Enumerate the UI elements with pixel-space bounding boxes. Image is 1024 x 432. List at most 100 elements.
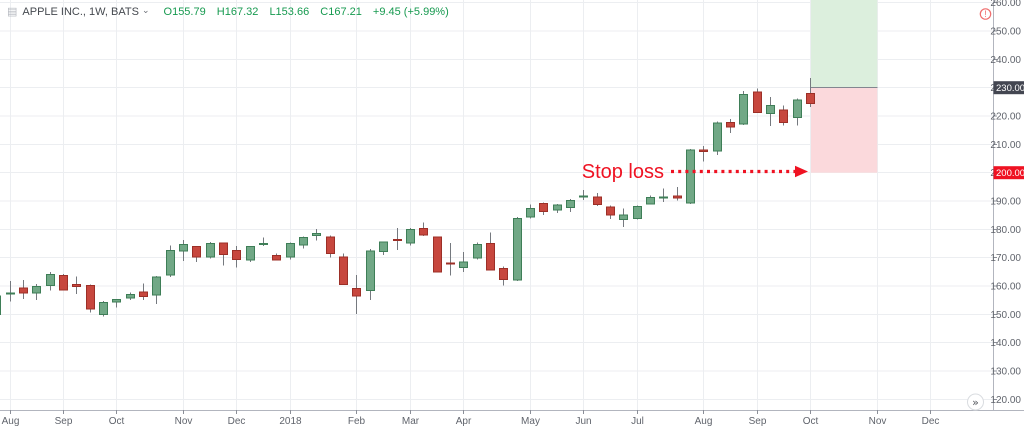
candle-body [192, 246, 201, 258]
stop-price-axis-label: 200.00 [993, 166, 1024, 180]
candle [299, 236, 308, 249]
price-tick-label: 120.00 [990, 395, 1021, 406]
price-axis[interactable]: 260.00 250.00 240.00 230.00 220.00 210.00 200.… [990, 0, 1021, 410]
candle [72, 276, 81, 295]
candle [312, 229, 321, 241]
candle-body [246, 246, 255, 261]
candle [486, 232, 495, 271]
candle [806, 77, 815, 107]
candle-body [459, 261, 468, 268]
candle-body [393, 239, 402, 242]
ohlc-values: O155.79 H167.32 L153.66 C167.21 +9.45 (+… [164, 6, 457, 18]
candle-body [513, 218, 522, 281]
close-value: C167.21 [320, 5, 362, 18]
price-tick-label: 210.00 [990, 140, 1021, 151]
candle [46, 272, 55, 291]
symbol-button[interactable]: APPLE INC., 1W, BATS ⌄ [22, 5, 149, 18]
candle [566, 198, 575, 212]
candle-body [272, 254, 281, 261]
candle-body [86, 285, 95, 310]
candle [259, 237, 268, 246]
candle-body [446, 262, 455, 265]
time-tick-label: Jun [575, 416, 591, 427]
scroll-to-recent-button[interactable]: » [967, 393, 984, 411]
candle-body [112, 298, 121, 303]
time-tick-label: Oct [109, 416, 125, 427]
symbol-legend: ▤ APPLE INC., 1W, BATS ⌄ O155.79 H167.32… [7, 5, 457, 18]
time-tick-label: Feb [348, 416, 366, 427]
candle [379, 241, 388, 255]
candle [112, 298, 121, 308]
open-value: O155.79 [163, 5, 206, 18]
price-tick-label: 190.00 [990, 197, 1021, 208]
alert-icon[interactable]: ! [979, 8, 992, 20]
time-tick-label: Sep [55, 416, 73, 427]
candle-body [312, 233, 321, 236]
candle-body [379, 241, 388, 253]
time-tick-label: Apr [456, 416, 472, 427]
candle-body [606, 206, 615, 216]
candle [246, 246, 255, 262]
time-axis[interactable]: Aug Sep Oct Nov Dec 2018 Feb Mar Apr May Jun Jul Aug… [0, 410, 1024, 427]
candle-body [686, 149, 695, 204]
candle-body [473, 243, 482, 259]
entry-price-axis-label-text: 230.00 [996, 83, 1024, 94]
time-tick-label: Oct [803, 416, 819, 427]
stop-price-axis-label-bg [993, 166, 1024, 180]
candle-body [326, 236, 335, 254]
candle [699, 145, 708, 162]
time-tick-label: May [521, 416, 540, 427]
candle-body [6, 292, 15, 295]
candle [593, 192, 602, 207]
price-tick-label: 130.00 [990, 367, 1021, 378]
candle-body [299, 237, 308, 246]
candle [19, 280, 28, 299]
candle [646, 195, 655, 205]
candle-body [566, 199, 575, 209]
candle-body [0, 295, 1, 315]
candle-body [406, 228, 415, 244]
candle-body [46, 273, 55, 287]
time-tick-label: Aug [2, 416, 20, 427]
candle-body [619, 214, 628, 221]
candle [579, 189, 588, 200]
candle-body [433, 236, 442, 273]
candle [499, 266, 508, 286]
candle-body [72, 284, 81, 287]
candle [393, 227, 402, 251]
long-position-tool[interactable] [811, 0, 878, 173]
candle-body [593, 196, 602, 205]
candle-body [499, 267, 508, 281]
price-tick-label: 170.00 [990, 253, 1021, 264]
candle-body [139, 291, 148, 298]
candle [633, 205, 642, 220]
price-tick-label: 180.00 [990, 225, 1021, 236]
candle [152, 275, 161, 305]
candle-body [553, 204, 562, 211]
candle [166, 245, 175, 278]
stop-loss-label[interactable]: Stop loss [582, 161, 664, 183]
candle [0, 295, 1, 315]
candle [513, 217, 522, 281]
candle-body [366, 250, 375, 291]
candle [366, 248, 375, 301]
candle-body [526, 207, 535, 218]
candle-body [766, 104, 775, 114]
candle-body [726, 121, 735, 128]
profit-zone[interactable] [811, 0, 878, 88]
candle [179, 240, 188, 262]
candle-body [339, 256, 348, 286]
price-tick-label: 140.00 [990, 338, 1021, 349]
stop-loss-annotation[interactable]: Stop loss [582, 161, 808, 183]
candle [232, 245, 241, 268]
loss-zone[interactable] [811, 87, 878, 173]
time-tick-label: Mar [402, 416, 420, 427]
candle [339, 253, 348, 286]
time-tick-label: Nov [869, 416, 887, 427]
candle-body [126, 294, 135, 299]
candle-body [659, 196, 668, 199]
stop-price-axis-label-text: 200.00 [996, 168, 1024, 179]
entry-price-axis-label: 230.00 [993, 81, 1024, 95]
stop-loss-arrowhead[interactable] [795, 165, 808, 178]
